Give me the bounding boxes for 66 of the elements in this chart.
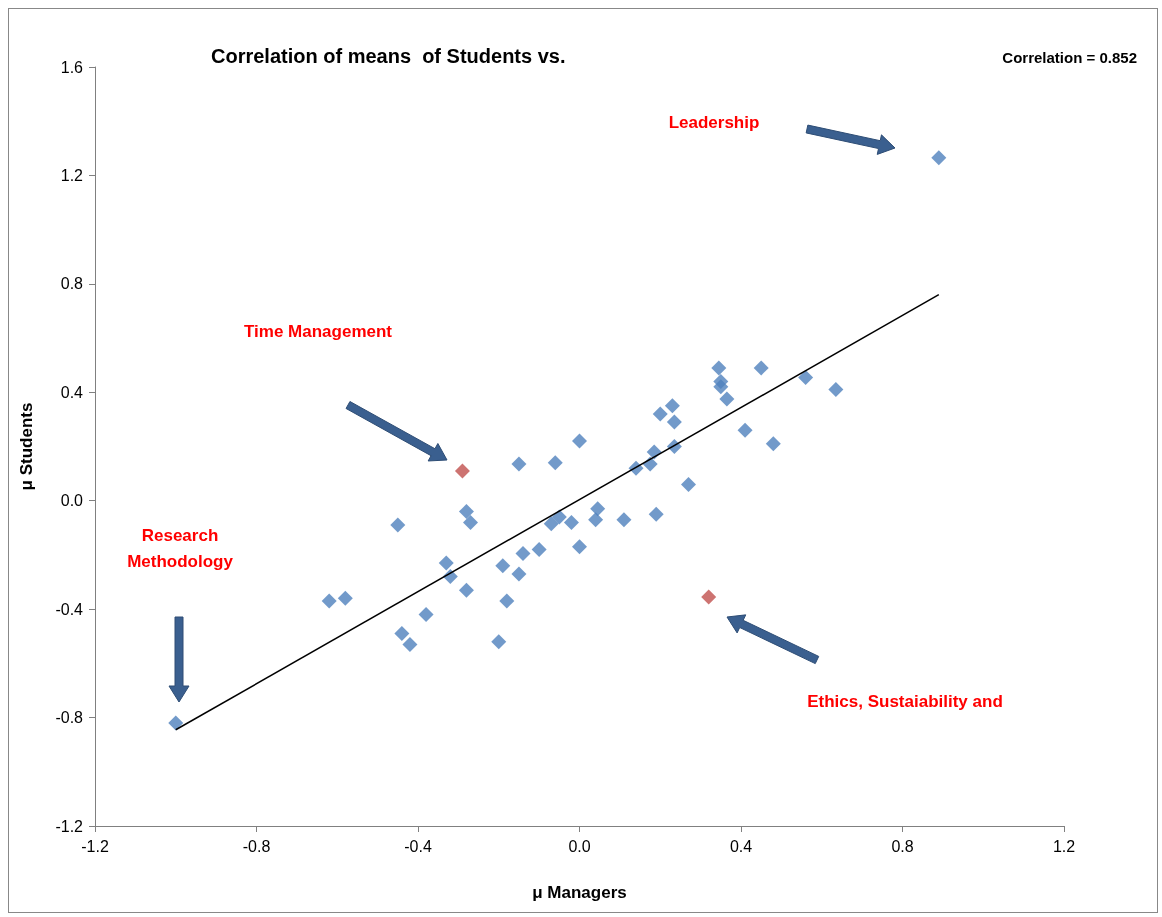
x-tick-label: -0.8	[242, 837, 271, 855]
point	[551, 509, 567, 525]
point	[454, 463, 470, 479]
point	[737, 422, 753, 438]
y-tick-label: 0.8	[60, 275, 84, 293]
point	[458, 582, 474, 598]
point	[719, 391, 735, 407]
y-tick-label: -0.8	[55, 709, 84, 727]
x-axis-title: μ Managers	[532, 883, 627, 902]
point	[511, 566, 527, 582]
point	[418, 607, 434, 623]
point	[713, 379, 729, 395]
chart-title: Correlation of means of Students vs.	[211, 45, 566, 67]
x-tick-label: 1.2	[1052, 837, 1076, 855]
y-tick-label: 0.0	[60, 492, 84, 510]
annotation: Ethics, Sustaiability and	[807, 691, 1003, 711]
point	[652, 406, 668, 422]
annotation: Research Methodology	[127, 525, 234, 571]
point	[648, 506, 664, 522]
point	[438, 555, 454, 571]
point	[681, 476, 697, 492]
point	[390, 517, 406, 533]
y-tick-label: 1.6	[60, 58, 84, 76]
point	[515, 546, 531, 562]
point	[321, 593, 337, 609]
point	[666, 414, 682, 430]
point	[588, 512, 604, 528]
point	[499, 593, 515, 609]
y-tick-label: 0.4	[60, 383, 84, 401]
x-tick-label: -1.2	[81, 837, 109, 855]
point	[511, 456, 527, 472]
point	[572, 539, 587, 555]
point	[168, 715, 184, 731]
point	[711, 360, 727, 376]
point	[337, 590, 353, 606]
point	[458, 504, 474, 520]
annotation: Time Management	[243, 321, 393, 341]
y-axis-title: μ Students	[17, 402, 36, 491]
x-tick-label: -0.4	[404, 837, 432, 855]
point	[664, 398, 680, 414]
point	[590, 501, 606, 517]
point	[402, 636, 418, 652]
x-tick-label: 0.4	[729, 837, 753, 855]
point	[753, 360, 769, 376]
point	[543, 516, 559, 532]
point	[828, 382, 844, 398]
point	[491, 634, 507, 650]
point	[931, 150, 947, 166]
text: Correlation = 0.852	[1002, 48, 1137, 66]
y-tick-label: -0.4	[55, 600, 84, 618]
point	[547, 455, 563, 471]
point	[616, 512, 632, 528]
point	[765, 436, 781, 452]
point	[563, 514, 579, 530]
point	[531, 542, 547, 558]
point	[495, 558, 511, 574]
y-tick-label: -1.2	[55, 817, 84, 835]
point	[572, 433, 587, 449]
y-tick-label: 1.2	[60, 166, 84, 184]
x-tick-label: 0.8	[891, 837, 914, 855]
point	[462, 514, 478, 530]
annotation: Leadership	[668, 112, 760, 132]
point	[798, 369, 814, 385]
x-tick-label: 0.0	[568, 837, 591, 855]
point	[394, 626, 410, 642]
point	[701, 589, 717, 605]
